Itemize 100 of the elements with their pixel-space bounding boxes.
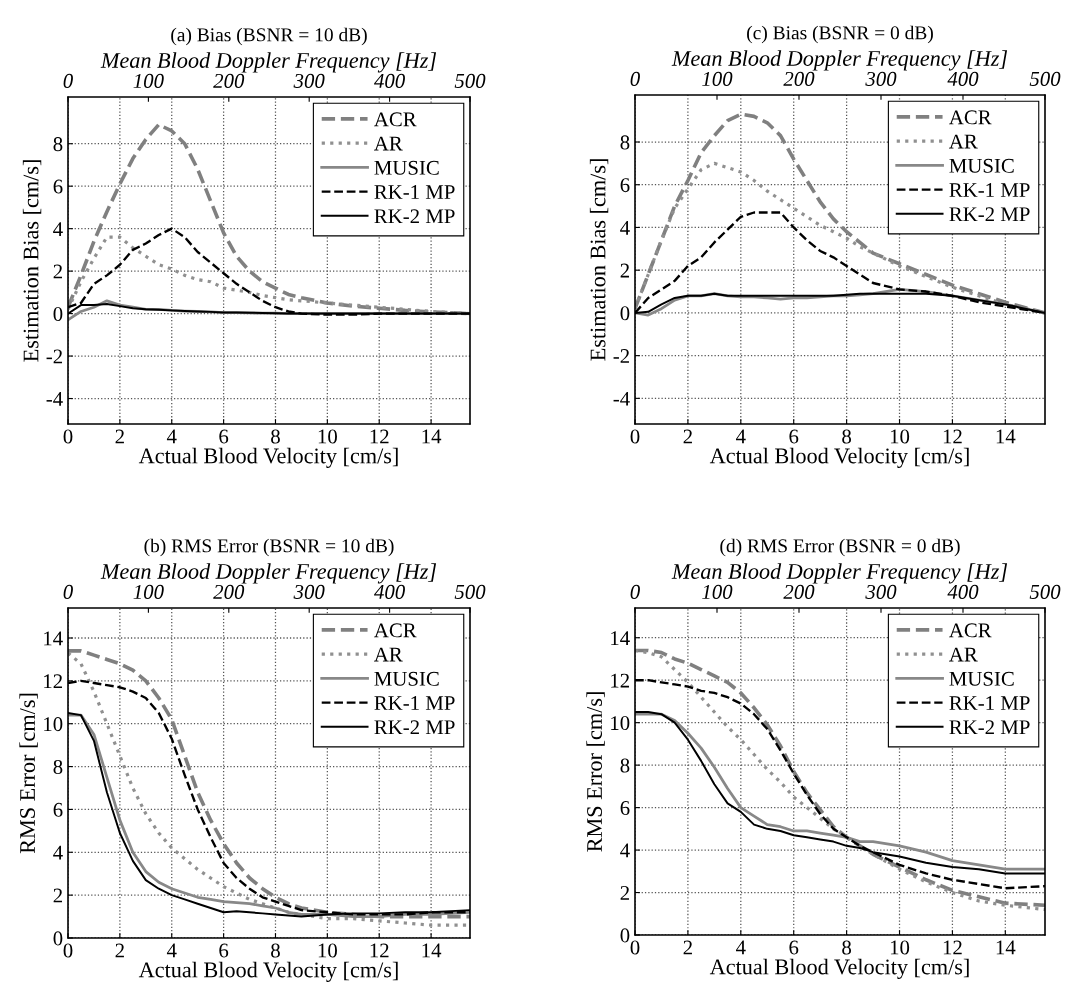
x2-axis-title: Mean Blood Doppler Frequency [Hz] bbox=[671, 50, 1008, 71]
y-tick-label: 2 bbox=[53, 264, 62, 279]
legend-label: RK-1 MP bbox=[374, 696, 455, 710]
y-tick-label: 8 bbox=[620, 135, 630, 150]
x-tick-label: 6 bbox=[789, 429, 799, 444]
x2-tick-label: 400 bbox=[374, 73, 405, 88]
x2-tick-label: 500 bbox=[1029, 584, 1061, 599]
x-tick-label: 12 bbox=[370, 429, 389, 444]
y-tick-label: 4 bbox=[620, 843, 630, 858]
x2-tick-label: 400 bbox=[947, 71, 979, 86]
x-tick-label: 12 bbox=[943, 429, 962, 444]
legend-label: RK-1 MP bbox=[374, 185, 455, 199]
legend-label: AR bbox=[949, 134, 978, 149]
chart-title: (c) Bias (BSNR = 0 dB) bbox=[747, 25, 933, 44]
x2-tick-label: 0 bbox=[63, 584, 73, 599]
y-tick-label: 2 bbox=[620, 885, 629, 900]
legend-label: ACR bbox=[374, 623, 417, 638]
x-axis-title: Actual Blood Velocity [cm/s] bbox=[138, 447, 398, 468]
x-tick-label: 10 bbox=[890, 429, 910, 444]
x-axis-title: Actual Blood Velocity [cm/s] bbox=[138, 961, 398, 982]
y-tick-label: 0 bbox=[620, 306, 630, 321]
y-tick-label: -2 bbox=[46, 349, 62, 364]
x-tick-label: 0 bbox=[63, 429, 73, 444]
legend-label: MUSIC bbox=[374, 671, 439, 686]
x-tick-label: 6 bbox=[789, 940, 799, 955]
x-tick-label: 2 bbox=[115, 429, 124, 444]
x2-tick-label: 500 bbox=[454, 73, 486, 88]
y-tick-label: 12 bbox=[611, 673, 629, 688]
legend-label: RK-2 MP bbox=[949, 720, 1030, 735]
legend-label: ACR bbox=[949, 110, 992, 125]
x2-tick-label: 100 bbox=[133, 73, 164, 88]
y-tick-label: -4 bbox=[613, 391, 630, 406]
x-tick-label: 14 bbox=[422, 943, 442, 958]
x-tick-label: 10 bbox=[318, 429, 337, 444]
y-axis-title: Estimation Bias [cm/s] bbox=[22, 160, 42, 362]
chart-title: (a) Bias (BSNR = 10 dB) bbox=[171, 27, 367, 46]
x2-tick-label: 0 bbox=[630, 584, 640, 599]
x2-axis-title: Mean Blood Doppler Frequency [Hz] bbox=[671, 563, 1008, 584]
x2-tick-label: 400 bbox=[947, 584, 979, 599]
x-axis-title: Actual Blood Velocity [cm/s] bbox=[709, 447, 969, 468]
y-tick-label: 12 bbox=[44, 674, 62, 689]
x2-tick-label: 0 bbox=[63, 73, 73, 88]
x-tick-label: 0 bbox=[630, 940, 640, 955]
x2-tick-label: 100 bbox=[702, 71, 733, 86]
legend-label: AR bbox=[949, 647, 978, 662]
y-axis-title: Estimation Bias [cm/s] bbox=[589, 159, 609, 361]
x-tick-label: 6 bbox=[219, 429, 229, 444]
x-tick-label: 4 bbox=[736, 429, 746, 444]
y-tick-label: 6 bbox=[53, 802, 63, 817]
legend-label: ACR bbox=[949, 623, 992, 638]
y-tick-label: 10 bbox=[611, 716, 630, 731]
x-tick-label: 4 bbox=[166, 943, 177, 958]
legend-label: AR bbox=[374, 647, 403, 662]
x-axis-title: Actual Blood Velocity [cm/s] bbox=[709, 958, 969, 979]
x-tick-label: 10 bbox=[318, 943, 337, 958]
y-tick-label: 10 bbox=[44, 717, 63, 732]
legend-label: RK-2 MP bbox=[374, 720, 455, 735]
y-tick-label: 6 bbox=[620, 801, 630, 816]
x2-axis-title: Mean Blood Doppler Frequency [Hz] bbox=[100, 52, 437, 73]
x-tick-label: 8 bbox=[842, 940, 852, 955]
chart-title: (b) RMS Error (BSNR = 10 dB) bbox=[144, 538, 394, 557]
x-tick-label: 12 bbox=[370, 943, 389, 958]
x-tick-label: 14 bbox=[996, 940, 1016, 955]
x-tick-label: 0 bbox=[630, 429, 640, 444]
x2-tick-label: 200 bbox=[783, 584, 815, 599]
x2-tick-label: 100 bbox=[133, 584, 164, 599]
y-tick-label: -2 bbox=[613, 349, 629, 363]
x-tick-label: 8 bbox=[271, 429, 280, 444]
x2-tick-label: 400 bbox=[374, 584, 405, 599]
x2-tick-label: 300 bbox=[293, 73, 325, 88]
legend-label: MUSIC bbox=[374, 160, 439, 175]
y-tick-label: 14 bbox=[611, 631, 630, 645]
legend-label: ACR bbox=[374, 112, 417, 127]
x-tick-label: 4 bbox=[736, 940, 746, 955]
legend-label: RK-2 MP bbox=[949, 207, 1030, 222]
y-axis-title: RMS Error [cm/s] bbox=[586, 692, 605, 852]
y-tick-label: 0 bbox=[620, 928, 630, 943]
x-tick-label: 6 bbox=[219, 943, 229, 958]
x-tick-label: 4 bbox=[166, 429, 177, 444]
x2-tick-label: 500 bbox=[1029, 71, 1061, 86]
legend-label: MUSIC bbox=[949, 158, 1014, 173]
y-tick-label: 4 bbox=[53, 222, 63, 236]
y-tick-label: 8 bbox=[620, 758, 630, 773]
y-tick-label: 8 bbox=[53, 137, 63, 152]
y-tick-label: 14 bbox=[44, 631, 63, 646]
legend-label: RK-1 MP bbox=[949, 696, 1030, 710]
x-tick-label: 0 bbox=[63, 943, 73, 958]
x-tick-label: 2 bbox=[683, 429, 692, 444]
x-tick-label: 14 bbox=[996, 429, 1016, 444]
y-tick-label: 8 bbox=[53, 759, 63, 774]
y-tick-label: 2 bbox=[620, 263, 629, 278]
x-tick-label: 12 bbox=[943, 940, 962, 955]
x2-tick-label: 500 bbox=[454, 584, 486, 599]
y-tick-label: -4 bbox=[46, 392, 63, 406]
x-tick-label: 10 bbox=[890, 940, 910, 955]
legend-label: RK-1 MP bbox=[949, 183, 1030, 197]
y-axis-title: RMS Error [cm/s] bbox=[19, 693, 38, 854]
legend-label: MUSIC bbox=[949, 671, 1014, 686]
chart-title: (d) RMS Error (BSNR = 0 dB) bbox=[720, 538, 960, 557]
y-tick-label: 2 bbox=[53, 888, 62, 903]
